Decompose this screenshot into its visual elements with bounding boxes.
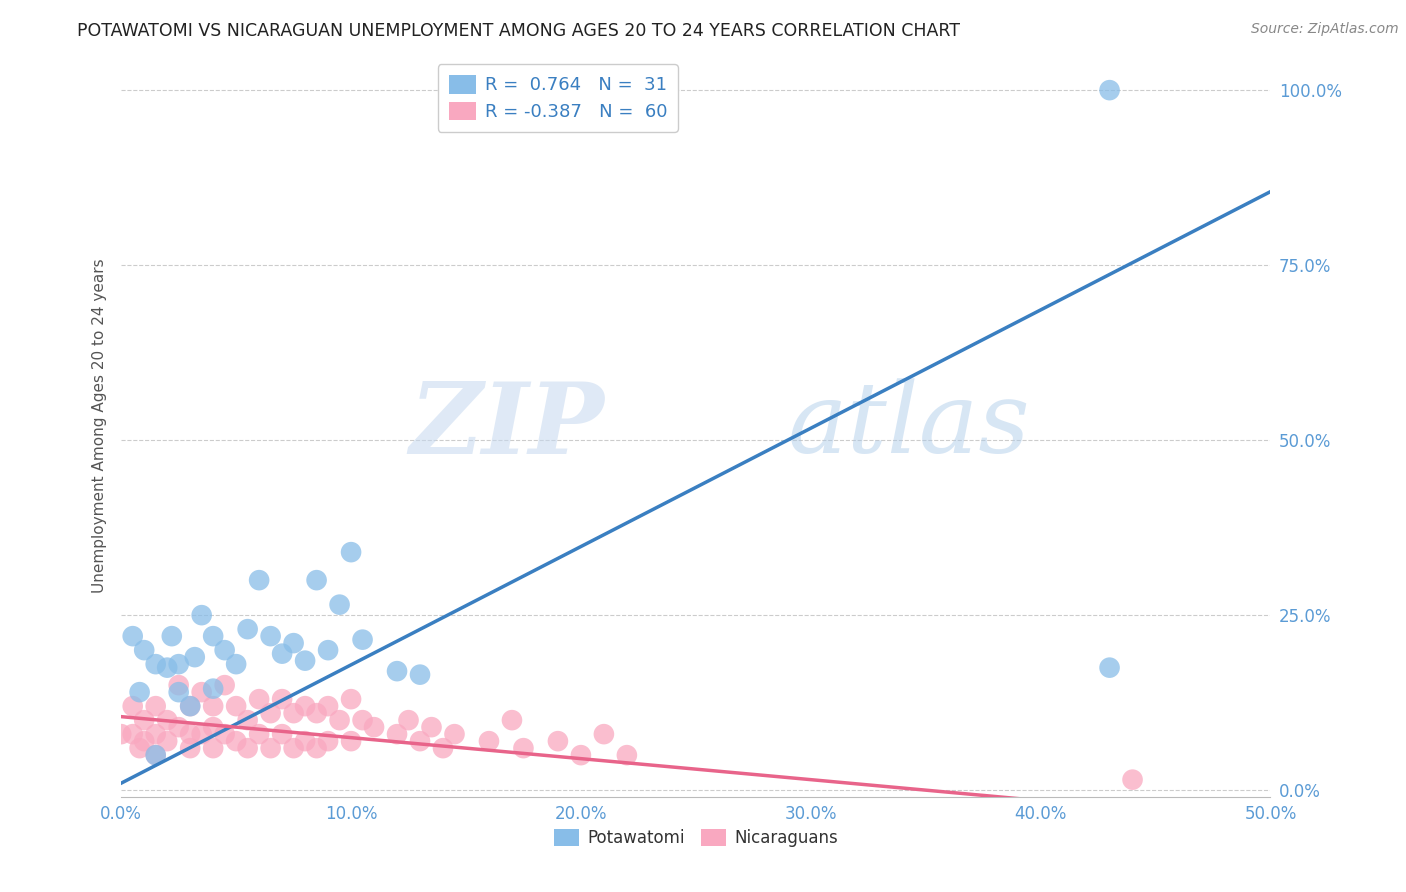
Point	[121, 629, 143, 643]
Point	[247, 727, 270, 741]
Point	[501, 713, 523, 727]
Point	[202, 629, 225, 643]
Point	[329, 598, 352, 612]
Point	[156, 734, 179, 748]
Point	[160, 629, 183, 643]
Point	[616, 748, 638, 763]
Point	[352, 632, 374, 647]
Point	[214, 643, 236, 657]
Point	[145, 699, 167, 714]
Point	[409, 667, 432, 681]
Point	[128, 685, 150, 699]
Point	[283, 706, 305, 720]
Point	[121, 699, 143, 714]
Point	[259, 706, 281, 720]
Point	[340, 734, 363, 748]
Point	[202, 681, 225, 696]
Point	[385, 727, 408, 741]
Point	[145, 748, 167, 763]
Point	[167, 685, 190, 699]
Legend: R =  0.764   N =  31, R = -0.387   N =  60: R = 0.764 N = 31, R = -0.387 N = 60	[437, 64, 678, 132]
Point	[271, 647, 294, 661]
Point	[340, 692, 363, 706]
Point	[247, 573, 270, 587]
Text: POTAWATOMI VS NICARAGUAN UNEMPLOYMENT AMONG AGES 20 TO 24 YEARS CORRELATION CHAR: POTAWATOMI VS NICARAGUAN UNEMPLOYMENT AM…	[77, 22, 960, 40]
Point	[236, 741, 259, 756]
Point	[1098, 83, 1121, 97]
Point	[145, 748, 167, 763]
Point	[214, 727, 236, 741]
Point	[247, 692, 270, 706]
Text: Source: ZipAtlas.com: Source: ZipAtlas.com	[1251, 22, 1399, 37]
Point	[294, 734, 316, 748]
Point	[259, 741, 281, 756]
Point	[179, 699, 201, 714]
Text: atlas: atlas	[787, 378, 1031, 474]
Point	[236, 713, 259, 727]
Point	[134, 734, 156, 748]
Point	[271, 727, 294, 741]
Point	[305, 706, 328, 720]
Point	[167, 720, 190, 734]
Point	[294, 699, 316, 714]
Point	[184, 650, 207, 665]
Point	[259, 629, 281, 643]
Point	[236, 622, 259, 636]
Point	[363, 720, 385, 734]
Point	[385, 664, 408, 678]
Point	[156, 660, 179, 674]
Point	[316, 734, 339, 748]
Point	[156, 713, 179, 727]
Point	[121, 727, 143, 741]
Point	[202, 741, 225, 756]
Point	[110, 727, 132, 741]
Point	[569, 748, 592, 763]
Y-axis label: Unemployment Among Ages 20 to 24 years: Unemployment Among Ages 20 to 24 years	[93, 259, 107, 593]
Point	[305, 741, 328, 756]
Point	[512, 741, 534, 756]
Point	[179, 699, 201, 714]
Point	[478, 734, 501, 748]
Point	[167, 678, 190, 692]
Point	[190, 685, 212, 699]
Point	[283, 741, 305, 756]
Point	[398, 713, 420, 727]
Point	[316, 643, 339, 657]
Point	[134, 713, 156, 727]
Point	[190, 608, 212, 623]
Point	[225, 699, 247, 714]
Point	[179, 727, 201, 741]
Point	[316, 699, 339, 714]
Point	[305, 573, 328, 587]
Point	[1098, 660, 1121, 674]
Point	[294, 654, 316, 668]
Point	[271, 692, 294, 706]
Point	[225, 657, 247, 672]
Point	[443, 727, 465, 741]
Point	[352, 713, 374, 727]
Point	[225, 734, 247, 748]
Point	[167, 657, 190, 672]
Point	[145, 657, 167, 672]
Point	[179, 741, 201, 756]
Point	[190, 727, 212, 741]
Point	[593, 727, 616, 741]
Point	[409, 734, 432, 748]
Point	[128, 741, 150, 756]
Point	[1122, 772, 1144, 787]
Point	[283, 636, 305, 650]
Point	[547, 734, 569, 748]
Point	[145, 727, 167, 741]
Point	[329, 713, 352, 727]
Point	[134, 643, 156, 657]
Point	[420, 720, 443, 734]
Point	[214, 678, 236, 692]
Text: ZIP: ZIP	[409, 378, 605, 475]
Point	[340, 545, 363, 559]
Point	[202, 720, 225, 734]
Point	[202, 699, 225, 714]
Point	[432, 741, 454, 756]
